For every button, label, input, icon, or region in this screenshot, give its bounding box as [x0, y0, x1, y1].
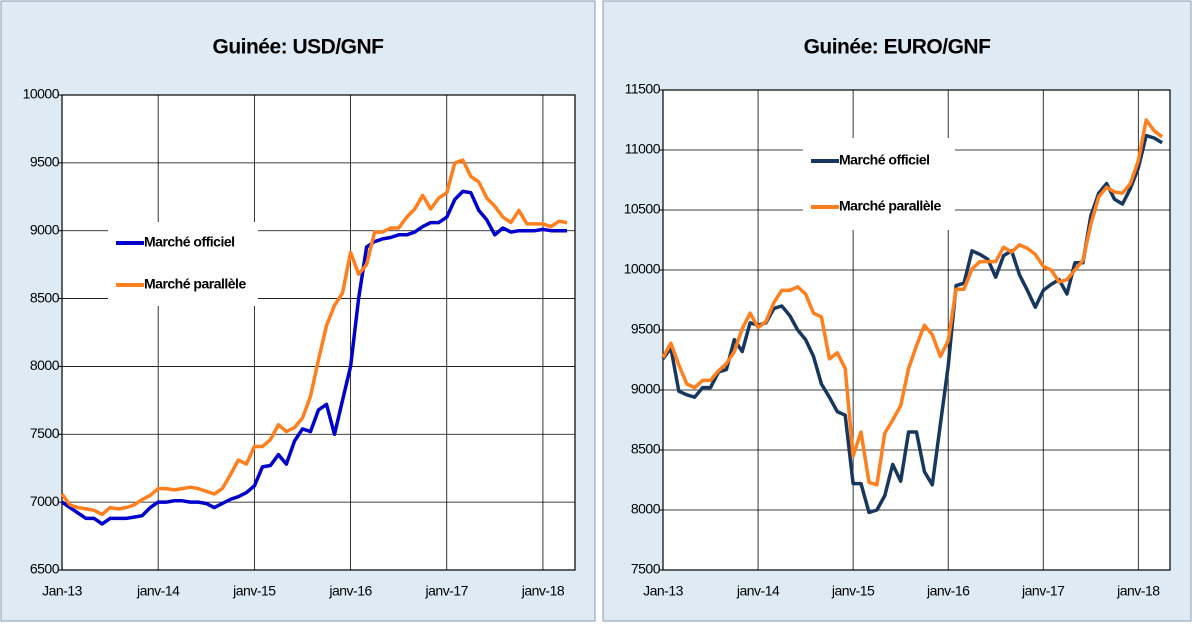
x-tick-label: janv-17: [425, 583, 469, 599]
legend-box: [803, 138, 955, 230]
y-tick-label: 7000: [30, 493, 60, 509]
x-tick-label: janv-16: [328, 583, 372, 599]
y-tick-label: 9500: [30, 154, 60, 170]
x-tick-label: janv-15: [831, 583, 875, 599]
x-tick-label: janv-17: [1021, 583, 1065, 599]
x-tick-label: janv-14: [136, 583, 180, 599]
y-tick-label: 8000: [631, 501, 661, 517]
x-tick-label: janv-15: [232, 583, 276, 599]
series-line: [60, 158, 568, 517]
y-tick-label: 10000: [23, 86, 60, 102]
x-tick-label: Jan-13: [643, 583, 684, 599]
y-tick-label: 7500: [30, 425, 60, 441]
y-tick-label: 11500: [625, 81, 661, 97]
y-tick-label: 11000: [625, 141, 661, 157]
series-line: [661, 118, 1164, 487]
x-tick-label: janv-18: [1116, 583, 1160, 599]
x-tick-label: Jan-13: [42, 583, 83, 599]
plot-area: [62, 95, 575, 570]
y-tick-label: 8500: [631, 441, 661, 457]
y-tick-label: 10500: [624, 201, 661, 217]
y-tick-label: 8000: [30, 357, 60, 373]
x-tick-label: janv-18: [521, 583, 565, 599]
legend-label: Marché officiel: [144, 234, 235, 250]
y-tick-label: 10000: [624, 261, 661, 277]
x-tick-label: janv-16: [926, 583, 970, 599]
y-tick-label: 7500: [631, 561, 661, 577]
y-tick-label: 9000: [631, 381, 661, 397]
y-tick-label: 9000: [30, 221, 60, 237]
y-tick-label: 6500: [30, 561, 60, 577]
legend-box: [108, 222, 258, 306]
legend-label: Marché parallèle: [839, 198, 941, 214]
plot-border: [662, 89, 1171, 571]
series-line: [61, 189, 567, 526]
y-tick-label: 9500: [631, 321, 661, 337]
legend-label: Marché parallèle: [144, 276, 246, 292]
y-tick-label: 8500: [30, 289, 60, 305]
chart-title: Guinée: USD/GNF: [212, 36, 384, 59]
x-tick-label: janv-14: [736, 583, 780, 599]
chart-title: Guinée: EURO/GNF: [804, 36, 992, 59]
legend-label: Marché officiel: [839, 152, 930, 168]
plot-border: [61, 94, 576, 571]
